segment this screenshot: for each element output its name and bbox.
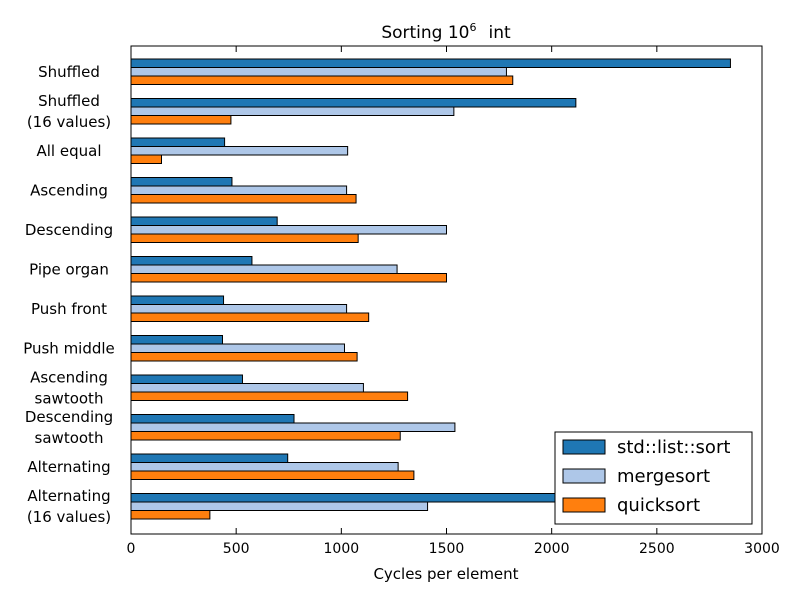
x-tick-label: 1000 (324, 541, 360, 557)
category-label: Push middle (23, 339, 115, 357)
bar-1-10 (130, 414, 295, 424)
category-label-line: Alternating (27, 487, 110, 505)
bar-3-7 (130, 312, 370, 322)
bar-2-12 (130, 501, 429, 511)
bar-2-9 (130, 383, 364, 393)
bar-2-2 (130, 106, 455, 116)
category-label-line: All equal (37, 142, 102, 160)
category-label: Pipe organ (29, 260, 109, 278)
category-label-line: Pipe organ (29, 260, 109, 278)
chart-title-text: Sorting 10 (381, 23, 469, 43)
chart-title-suffix: int (489, 23, 511, 43)
bar-3-6 (130, 273, 447, 283)
bar-3-9 (130, 391, 409, 401)
legend-label: std::list::sort (617, 437, 730, 458)
bar-3-4 (130, 194, 357, 204)
category-label: All equal (37, 142, 102, 160)
bar-3-10 (130, 431, 401, 441)
x-tick-label: 0 (127, 541, 136, 557)
category-label: Alternating (27, 458, 110, 476)
legend-swatch (562, 468, 606, 484)
category-label-line: Shuffled (38, 63, 100, 81)
category-label-line: Ascending (30, 368, 108, 386)
bar-1-7 (130, 295, 225, 305)
legend-label: quicksort (617, 495, 700, 516)
category-label-line: Descending (25, 221, 113, 239)
x-tick-label: 2000 (534, 541, 570, 557)
bars-group (130, 58, 731, 520)
bar-3-1 (130, 75, 514, 85)
category-labels: Shuffled Shuffled (16 values) All equal Asce… (23, 63, 115, 526)
chart-title: Sorting 106 int (381, 21, 511, 43)
category-label-line: Descending (25, 408, 113, 426)
category-label: Shuffled (38, 63, 100, 81)
bar-1-5 (130, 216, 278, 226)
bar-3-8 (130, 352, 358, 362)
bar-3-5 (130, 233, 359, 243)
bar-1-6 (130, 256, 253, 266)
category-label-line: (16 values) (27, 113, 111, 131)
bar-3-3 (130, 154, 162, 164)
category-label-line: Ascending (30, 181, 108, 199)
bar-1-8 (130, 335, 223, 345)
x-tick-label: 1500 (429, 541, 465, 557)
category-label-line: sawtooth (35, 389, 104, 407)
bar-1-3 (130, 137, 226, 147)
bar-2-11 (130, 462, 399, 472)
bar-2-4 (130, 185, 348, 195)
bar-3-11 (130, 470, 415, 480)
bar-1-12 (130, 493, 595, 503)
bar-2-6 (130, 264, 398, 274)
category-label: Shuffled (16 values) (27, 92, 111, 131)
bar-2-1 (130, 67, 507, 77)
x-axis-label: Cycles per element (373, 565, 518, 583)
category-label: Descending sawtooth (25, 408, 113, 447)
category-label-line: Alternating (27, 458, 110, 476)
bar-3-2 (130, 115, 232, 125)
bar-2-8 (130, 343, 345, 353)
category-label: Descending (25, 221, 113, 239)
x-tick-label: 3000 (744, 541, 780, 557)
x-tick-label: 2500 (639, 541, 675, 557)
bar-1-2 (130, 98, 577, 108)
legend-swatch (562, 497, 606, 513)
bar-1-11 (130, 453, 289, 463)
bar-1-1 (130, 58, 731, 68)
category-label-line: Push front (31, 300, 107, 318)
category-label: Ascending (30, 181, 108, 199)
bar-1-9 (130, 374, 243, 384)
category-label: Ascending sawtooth (30, 368, 108, 407)
chart-title-exponent: 6 (470, 21, 477, 34)
bar-2-10 (130, 422, 456, 432)
category-label: Push front (31, 300, 107, 318)
bar-1-4 (130, 177, 233, 187)
legend-swatch (562, 439, 606, 455)
category-label-line: Shuffled (38, 92, 100, 110)
legend-label: mergesort (617, 466, 710, 487)
x-tick-label: 500 (223, 541, 250, 557)
bar-2-3 (130, 146, 349, 156)
category-label: Alternating (16 values) (27, 487, 111, 526)
x-axis-ticks: 0 500 1000 1500 2000 2500 3000 (127, 46, 780, 557)
category-label-line: (16 values) (27, 508, 111, 526)
category-label-line: Push middle (23, 339, 115, 357)
plot-frame (130, 45, 763, 535)
bar-2-7 (130, 304, 348, 314)
bar-3-12 (130, 510, 211, 520)
bar-2-5 (130, 225, 447, 235)
category-label-line: sawtooth (35, 429, 104, 447)
